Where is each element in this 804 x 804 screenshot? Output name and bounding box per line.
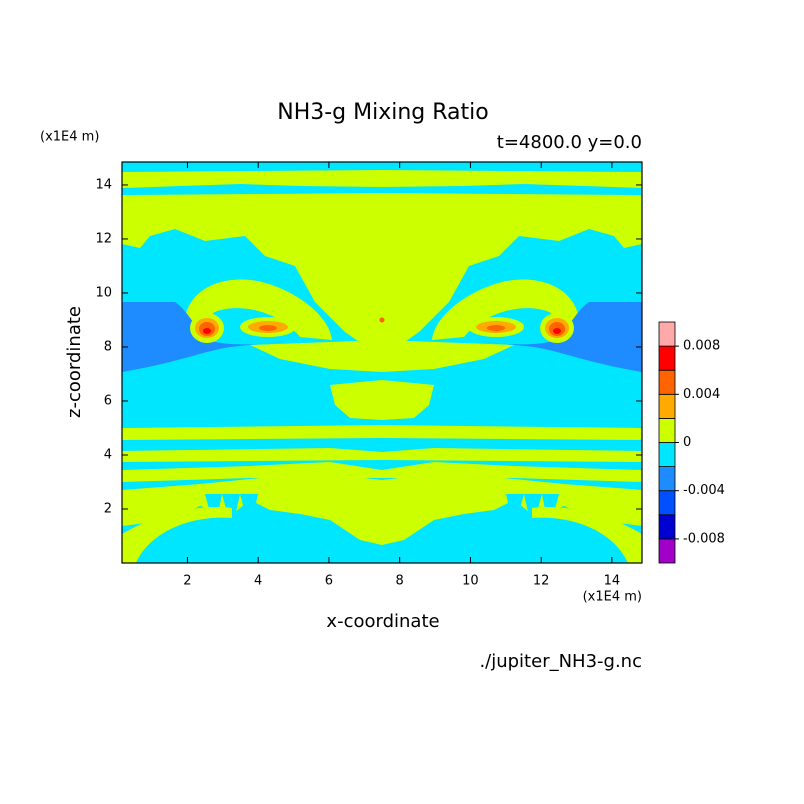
colorbar-box: [658, 393, 676, 419]
contour-region: [382, 474, 642, 545]
colorbar-tick-label: 0.008: [683, 339, 720, 354]
x-tick-label: 10: [462, 574, 479, 589]
contour-region: [250, 340, 382, 372]
contour-region: [379, 317, 385, 323]
contour-region: [382, 170, 642, 188]
colorbar-box: [658, 466, 676, 492]
colorbar-box: [658, 321, 676, 347]
y-axis-label: z-coordinate: [64, 306, 85, 418]
x-tick-label: 12: [533, 574, 550, 589]
y-tick-label: 4: [104, 447, 112, 462]
x-tick-label: 4: [254, 574, 262, 589]
contour-region: [184, 279, 332, 347]
y-tick-label: 6: [104, 393, 112, 408]
x-axis-label: x-coordinate: [326, 611, 439, 632]
y-tick-label: 10: [95, 285, 112, 300]
contour-region: [382, 193, 642, 346]
contour-region: [122, 474, 382, 545]
colorbar-tick-label: -0.004: [683, 483, 725, 498]
chart-title: NH3-g Mixing Ratio: [277, 100, 489, 125]
colorbar-box: [658, 490, 676, 516]
contour-region: [203, 328, 211, 334]
x-tick-label: 8: [396, 574, 404, 589]
colorbar-box: [658, 369, 676, 395]
y-unit: (x1E4 m): [40, 130, 99, 145]
colorbar-tick-label: -0.008: [683, 531, 725, 546]
colorbar-box: [658, 345, 676, 371]
contour-region: [122, 170, 382, 188]
y-tick-label: 12: [95, 231, 112, 246]
plot-frame: [121, 161, 643, 564]
contour-region: [553, 328, 561, 334]
colorbar-box: [658, 442, 676, 468]
y-tick-label: 8: [104, 339, 112, 354]
source-label: ./jupiter_NH3-g.nc: [479, 651, 642, 672]
x-tick-label: 14: [604, 574, 621, 589]
contour-region: [259, 325, 277, 331]
colorbar-box: [658, 417, 676, 443]
contour-region: [432, 279, 580, 347]
colorbar-tick-label: 0.004: [683, 387, 720, 402]
field-half: [122, 170, 385, 563]
colorbar-tick-label: 0: [683, 435, 691, 450]
contour-region: [330, 380, 382, 420]
contour-region: [487, 325, 505, 331]
colorbar-box: [658, 514, 676, 540]
contour-region: [122, 507, 232, 563]
contour-field: [122, 162, 642, 563]
x-tick-label: 6: [325, 574, 333, 589]
y-tick-label: 14: [95, 177, 112, 192]
x-unit: (x1E4 m): [583, 590, 642, 605]
y-tick-label: 2: [104, 501, 112, 516]
contour-region: [122, 425, 382, 440]
contour-region: [382, 425, 642, 440]
x-tick-label: 2: [183, 574, 191, 589]
colorbar-box: [658, 538, 676, 564]
contour-region: [122, 193, 382, 346]
chart-subtitle: t=4800.0 y=0.0: [497, 132, 642, 153]
contour-region: [382, 340, 514, 372]
contour-region: [382, 380, 434, 420]
contour-region: [382, 448, 642, 462]
contour-region: [122, 448, 382, 462]
contour-region: [532, 507, 642, 563]
field-half: [379, 170, 642, 563]
